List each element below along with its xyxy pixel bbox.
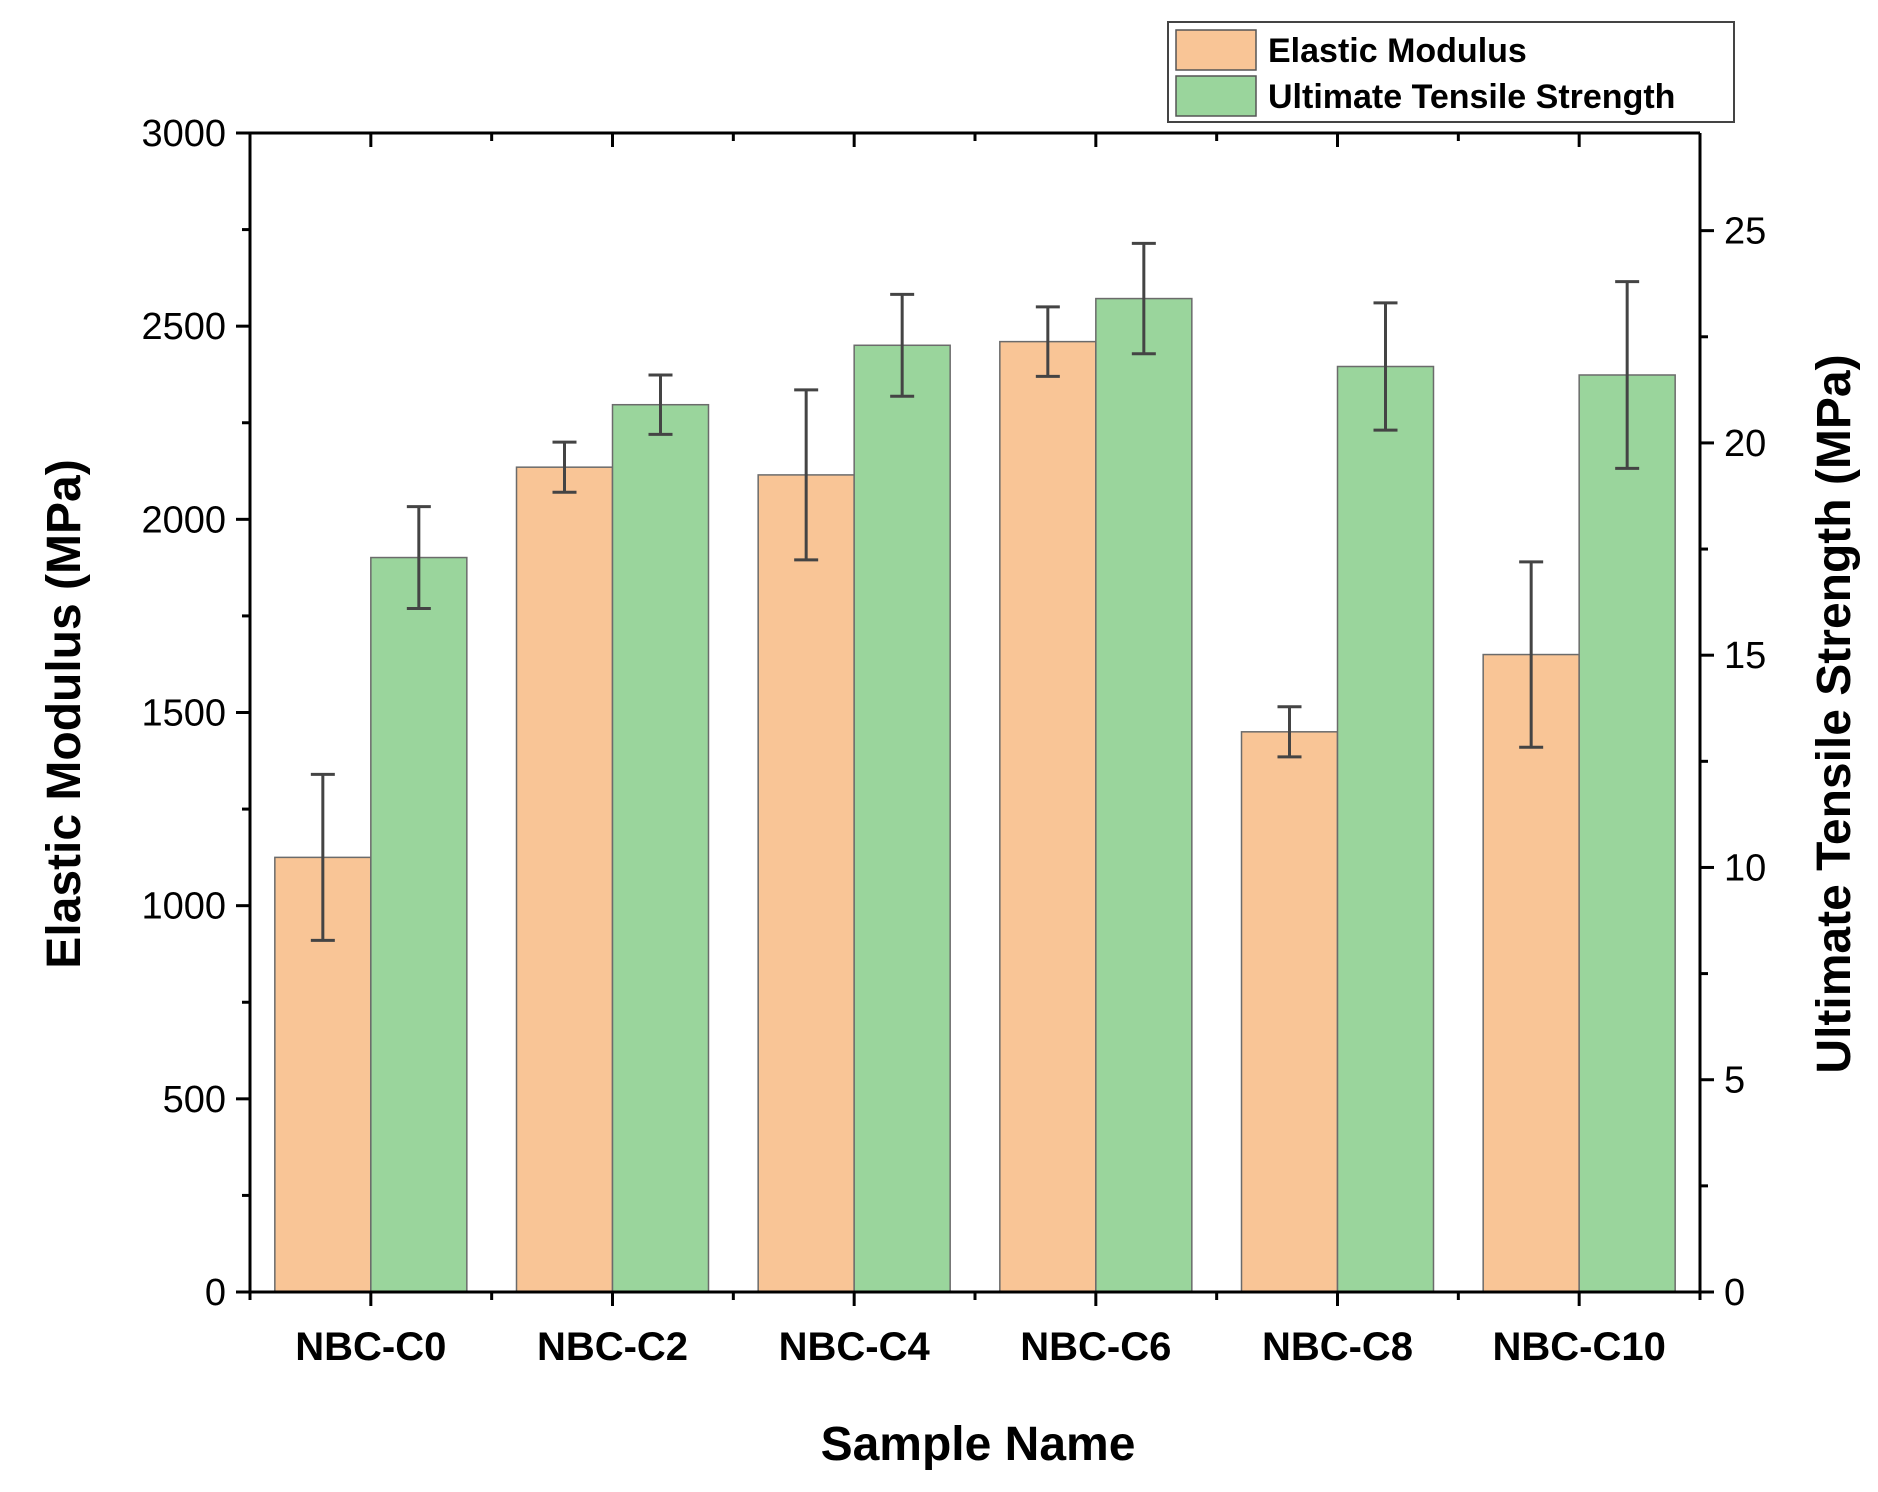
legend: Elastic Modulus Ultimate Tensile Strengt… [1167,21,1735,123]
bar-uts-NBC-C4 [853,344,951,1293]
bar-elastic-modulus-NBC-C2 [515,466,614,1293]
category-label: NBC-C8 [1262,1325,1413,1369]
category-label: NBC-C2 [537,1325,688,1369]
left-tick-label: 500 [163,1079,226,1121]
category-label: NBC-C6 [1020,1325,1171,1369]
right-tick-label: 25 [1724,211,1766,253]
legend-swatch-uts [1175,75,1257,117]
bar-elastic-modulus-NBC-C6 [999,340,1097,1293]
bar-uts-NBC-C6 [1095,297,1193,1293]
legend-label-uts: Ultimate Tensile Strength [1268,78,1675,116]
legend-box [1167,21,1735,123]
left-tick-label: 1000 [141,886,226,928]
category-label: NBC-C0 [295,1325,446,1369]
left-tick-label: 2000 [141,499,226,541]
axes-layer [236,131,1714,1306]
legend-swatch-elastic-modulus [1175,29,1257,71]
bar-uts-NBC-C0 [370,556,468,1293]
bar-uts-NBC-C2 [611,403,710,1293]
y2-axis-title: Ultimate Tensile Strength (MPa) [1808,354,1861,1073]
left-tick-label: 3000 [141,113,226,155]
labels-layer: 0 500 1000 1500 2000 2500 3000 0 5 10 15 20 25 NBC-C0… [141,113,1766,1369]
right-tick-label: 10 [1724,847,1766,889]
right-tick-label: 0 [1724,1272,1745,1314]
legend-label-elastic-modulus: Elastic Modulus [1268,32,1527,70]
left-tick-label: 2500 [141,306,226,348]
category-label: NBC-C10 [1492,1325,1665,1369]
bar-elastic-modulus-NBC-C10 [1482,653,1580,1293]
left-tick-label: 1500 [141,693,226,735]
right-tick-label: 20 [1724,423,1766,465]
bar-elastic-modulus-NBC-C4 [757,474,855,1293]
bar-uts-NBC-C10 [1578,374,1676,1293]
left-tick-label: 0 [205,1272,226,1314]
right-tick-label: 5 [1724,1060,1745,1102]
right-tick-label: 15 [1724,635,1766,677]
x-axis-title: Sample Name [821,1418,1136,1471]
bars-layer [274,241,1676,1293]
y-axis-title: Elastic Modulus (MPa) [38,459,91,968]
category-label: NBC-C4 [779,1325,931,1369]
bar-uts-NBC-C8 [1336,365,1435,1293]
bar-elastic-modulus-NBC-C8 [1240,731,1339,1293]
